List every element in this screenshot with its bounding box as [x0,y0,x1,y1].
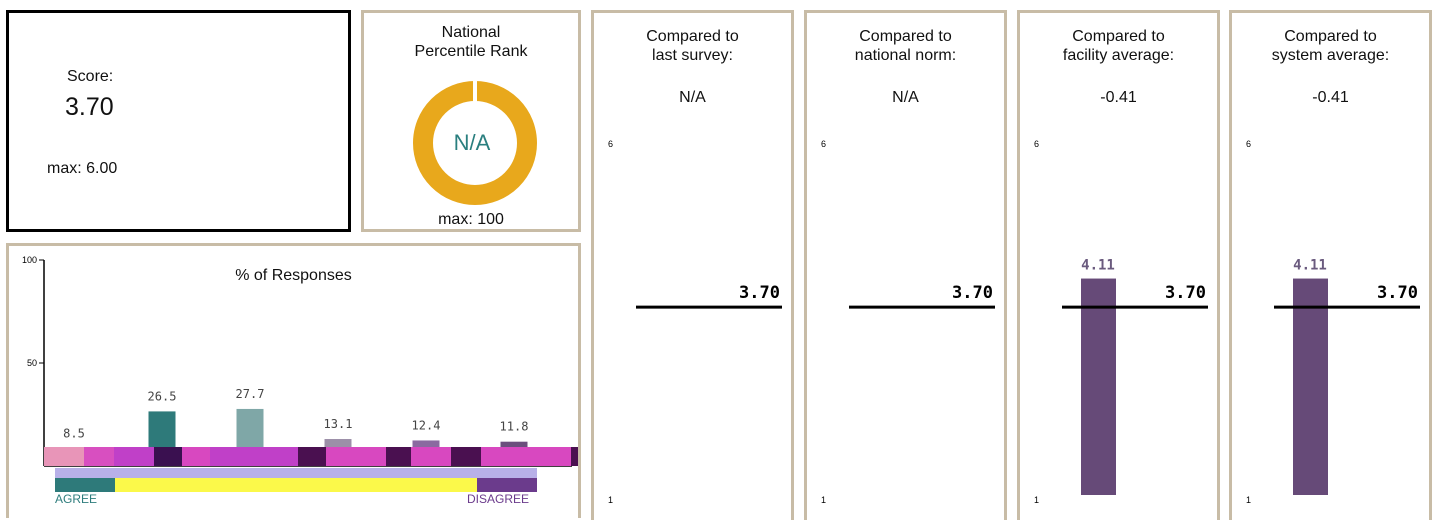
disagree-label: DISAGREE [467,492,530,506]
compare-title-line1: Compared to [1284,28,1377,45]
response-strip-block [114,447,154,466]
score-value: 3.70 [65,93,114,121]
compare-title-line2: facility average: [1062,47,1175,64]
response-strip-block [298,447,326,466]
response-strip-block [451,447,481,466]
comparison-bar [1081,278,1116,495]
percentile-title-line2: Percentile Rank [414,43,528,60]
compare-chart: 613.70 [821,139,995,505]
y-top-label: 6 [1246,139,1251,149]
compare-last-survey-panel: Compared to last survey: N/A 6 1 3.70 [591,10,794,520]
response-value-label: 13.1 [324,417,353,431]
score-label: Score: [67,68,114,85]
comparison-bar-label: 4.11 [1293,258,1327,274]
y-top-label: 6 [821,139,826,149]
compare-national-norm-panel: Compared to national norm: N/A 6 1 3.70 [804,10,1007,520]
agree-label: AGREE [55,492,98,506]
legend-band-bottom [55,478,537,492]
y-bottom-label: 1 [821,495,826,505]
response-strip-block [84,447,114,466]
response-value-label: 27.7 [236,387,265,401]
percentile-panel: National Percentile Rank N/A max: 100 [361,10,581,232]
compare-title-line1: Compared to [646,28,739,45]
compare-value: -0.41 [1312,89,1349,106]
responses-chart: 100 50 8.5 26.5 27.7 13.1 12.4 11.8 [22,255,578,492]
compare-title: Compared to system average: [1232,27,1429,65]
response-value-label: 11.8 [500,420,529,434]
response-value-label: 26.5 [148,389,177,403]
response-strip-block [154,447,182,466]
compare-chart: 613.70 [608,139,782,505]
percentile-value: N/A [454,130,491,155]
compare-value: N/A [679,89,706,106]
compare-title: Compared to facility average: [1020,27,1217,65]
response-strip-block [326,447,386,466]
y-bottom-label: 1 [1034,495,1039,505]
response-strip-block [44,447,84,466]
compare-chart: 6 1 4.11 3.70 [1246,139,1420,505]
compare-value: N/A [892,89,919,106]
y-bottom-label: 1 [1246,495,1251,505]
compare-title-line1: Compared to [1072,28,1165,45]
response-strip-block [386,447,411,466]
compare-value: -0.41 [1100,89,1137,106]
y-top-label: 6 [608,139,613,149]
response-value-label: 12.4 [412,418,441,432]
compare-title: Compared to national norm: [807,27,1004,65]
comparison-bar [1293,278,1328,495]
percentile-title: National Percentile Rank [364,23,578,61]
compare-title-line2: system average: [1271,47,1390,64]
compare-title-line2: national norm: [854,47,957,64]
response-strip-block [411,447,451,466]
responses-panel: % of Responses 100 50 8.5 26.5 27.7 13.1 12.4… [6,243,581,518]
comparison-bar-label: 4.11 [1081,258,1115,274]
compare-title: Compared to last survey: [594,27,791,65]
compare-system-average-panel: Compared to system average: -0.41 6 1 4.11… [1229,10,1432,520]
compare-facility-average-panel: Compared to facility average: -0.41 6 1 4.… [1017,10,1220,520]
y-tick-label: 100 [22,255,37,265]
score-panel: Score: 3.70 max: 6.00 [6,10,351,232]
percentile-title-line1: National [441,24,501,41]
y-tick-label: 50 [27,358,37,368]
response-strip-block [571,447,578,466]
compare-title-line2: last survey: [652,47,733,64]
score-line-label: 3.70 [1165,283,1206,303]
compare-chart: 6 1 4.11 3.70 [1034,139,1208,505]
score-line-label: 3.70 [1377,283,1418,303]
responses-title: % of Responses [235,267,352,284]
score-max-label: max: 6.00 [47,160,118,177]
percentile-ring-gap [473,80,477,104]
y-top-label: 6 [1034,139,1039,149]
y-bottom-label: 1 [608,495,613,505]
percentile-donut: N/A [413,80,537,205]
percentile-max-label: max: 100 [438,211,504,228]
legend-disagree-swatch [477,478,537,492]
response-value-label: 8.5 [63,426,85,440]
legend-agree-swatch [55,478,115,492]
response-strip-block [182,447,210,466]
response-strip-block [481,447,571,466]
response-strip-block [210,447,298,466]
compare-title-line1: Compared to [859,28,952,45]
score-line-label: 3.70 [952,283,993,303]
legend-band-top [55,468,537,478]
score-line-label: 3.70 [739,283,780,303]
